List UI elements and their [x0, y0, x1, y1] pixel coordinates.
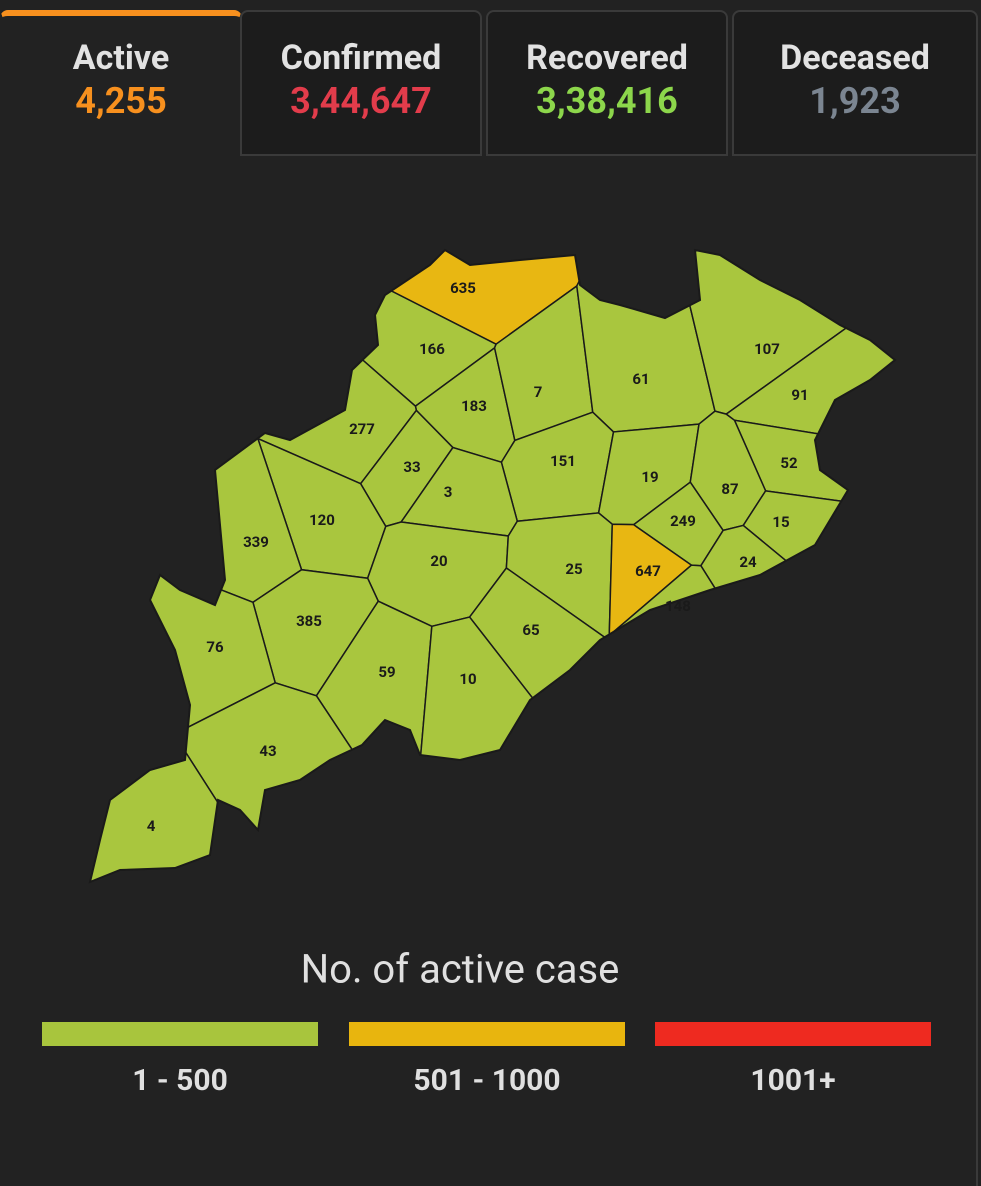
- district: [699, 524, 895, 882]
- district: [607, 564, 895, 882]
- tab-recovered[interactable]: Recovered 3,38,416: [486, 10, 728, 156]
- legend-label: 501 - 1000: [413, 1063, 560, 1098]
- legend-label: 1001+: [750, 1063, 835, 1098]
- legend-swatch: [655, 1022, 931, 1046]
- district-label: 52: [780, 454, 798, 472]
- legend-swatch: [42, 1022, 318, 1046]
- district-label: 151: [550, 452, 576, 470]
- district-label: 33: [403, 458, 420, 476]
- district-label: 339: [243, 533, 269, 551]
- district-label: 249: [670, 512, 696, 530]
- district-label: 19: [641, 468, 658, 486]
- district-label: 3: [444, 483, 453, 501]
- tab-value: 3,38,416: [536, 80, 678, 122]
- tab-value: 3,44,647: [290, 80, 432, 122]
- district-label: 24: [739, 553, 757, 571]
- district-label: 635: [450, 279, 476, 297]
- tab-value: 1,923: [809, 80, 901, 122]
- district-label: 120: [309, 511, 335, 529]
- district-label: 87: [721, 480, 738, 498]
- district-label: 4: [147, 817, 156, 835]
- district-labels: 635 166 183 7 61 107 91 277 33 151 19 52 87 3 249 15 120…: [147, 279, 809, 835]
- district-label: 20: [430, 552, 447, 570]
- district-label: 148: [665, 597, 691, 615]
- district-label: 10: [459, 670, 476, 688]
- legend: 1 - 500 501 - 1000 1001+: [42, 1022, 931, 1098]
- tab-label: Deceased: [780, 38, 930, 78]
- district-label: 277: [349, 420, 375, 438]
- district-label: 59: [378, 663, 395, 681]
- legend-label: 1 - 500: [132, 1063, 228, 1098]
- district-label: 647: [635, 562, 661, 580]
- district-label: 65: [522, 621, 539, 639]
- district-label: 25: [565, 560, 582, 578]
- district-label: 91: [791, 386, 808, 404]
- district-label: 166: [419, 340, 445, 358]
- tab-active[interactable]: Active 4,255: [0, 10, 242, 156]
- districts: [90, 250, 895, 882]
- district-label: 7: [534, 383, 543, 401]
- tab-value: 4,255: [75, 80, 167, 122]
- district-label: 43: [259, 742, 276, 760]
- district-label: 183: [461, 397, 487, 415]
- tab-label: Active: [72, 38, 170, 78]
- tab-label: Recovered: [526, 38, 688, 78]
- tab-confirmed[interactable]: Confirmed 3,44,647: [240, 10, 482, 156]
- district: [90, 250, 418, 485]
- tab-label: Confirmed: [280, 38, 442, 78]
- district-label: 15: [772, 513, 789, 531]
- panel-border: [976, 156, 978, 1186]
- district-label: 76: [206, 638, 224, 656]
- district-label: 385: [296, 612, 322, 630]
- legend-title: No. of active case: [301, 946, 620, 993]
- district-label: 107: [754, 340, 780, 358]
- legend-swatch: [349, 1022, 625, 1046]
- district-label: 61: [632, 370, 649, 388]
- tab-deceased[interactable]: Deceased 1,923: [732, 10, 978, 156]
